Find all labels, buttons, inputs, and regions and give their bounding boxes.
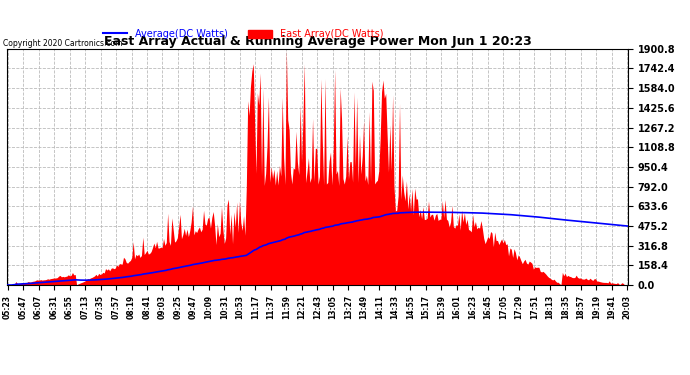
Legend: Average(DC Watts), East Array(DC Watts): Average(DC Watts), East Array(DC Watts) [99,25,387,43]
Title: East Array Actual & Running Average Power Mon Jun 1 20:23: East Array Actual & Running Average Powe… [104,34,531,48]
Text: Copyright 2020 Cartronics.com: Copyright 2020 Cartronics.com [3,39,123,48]
